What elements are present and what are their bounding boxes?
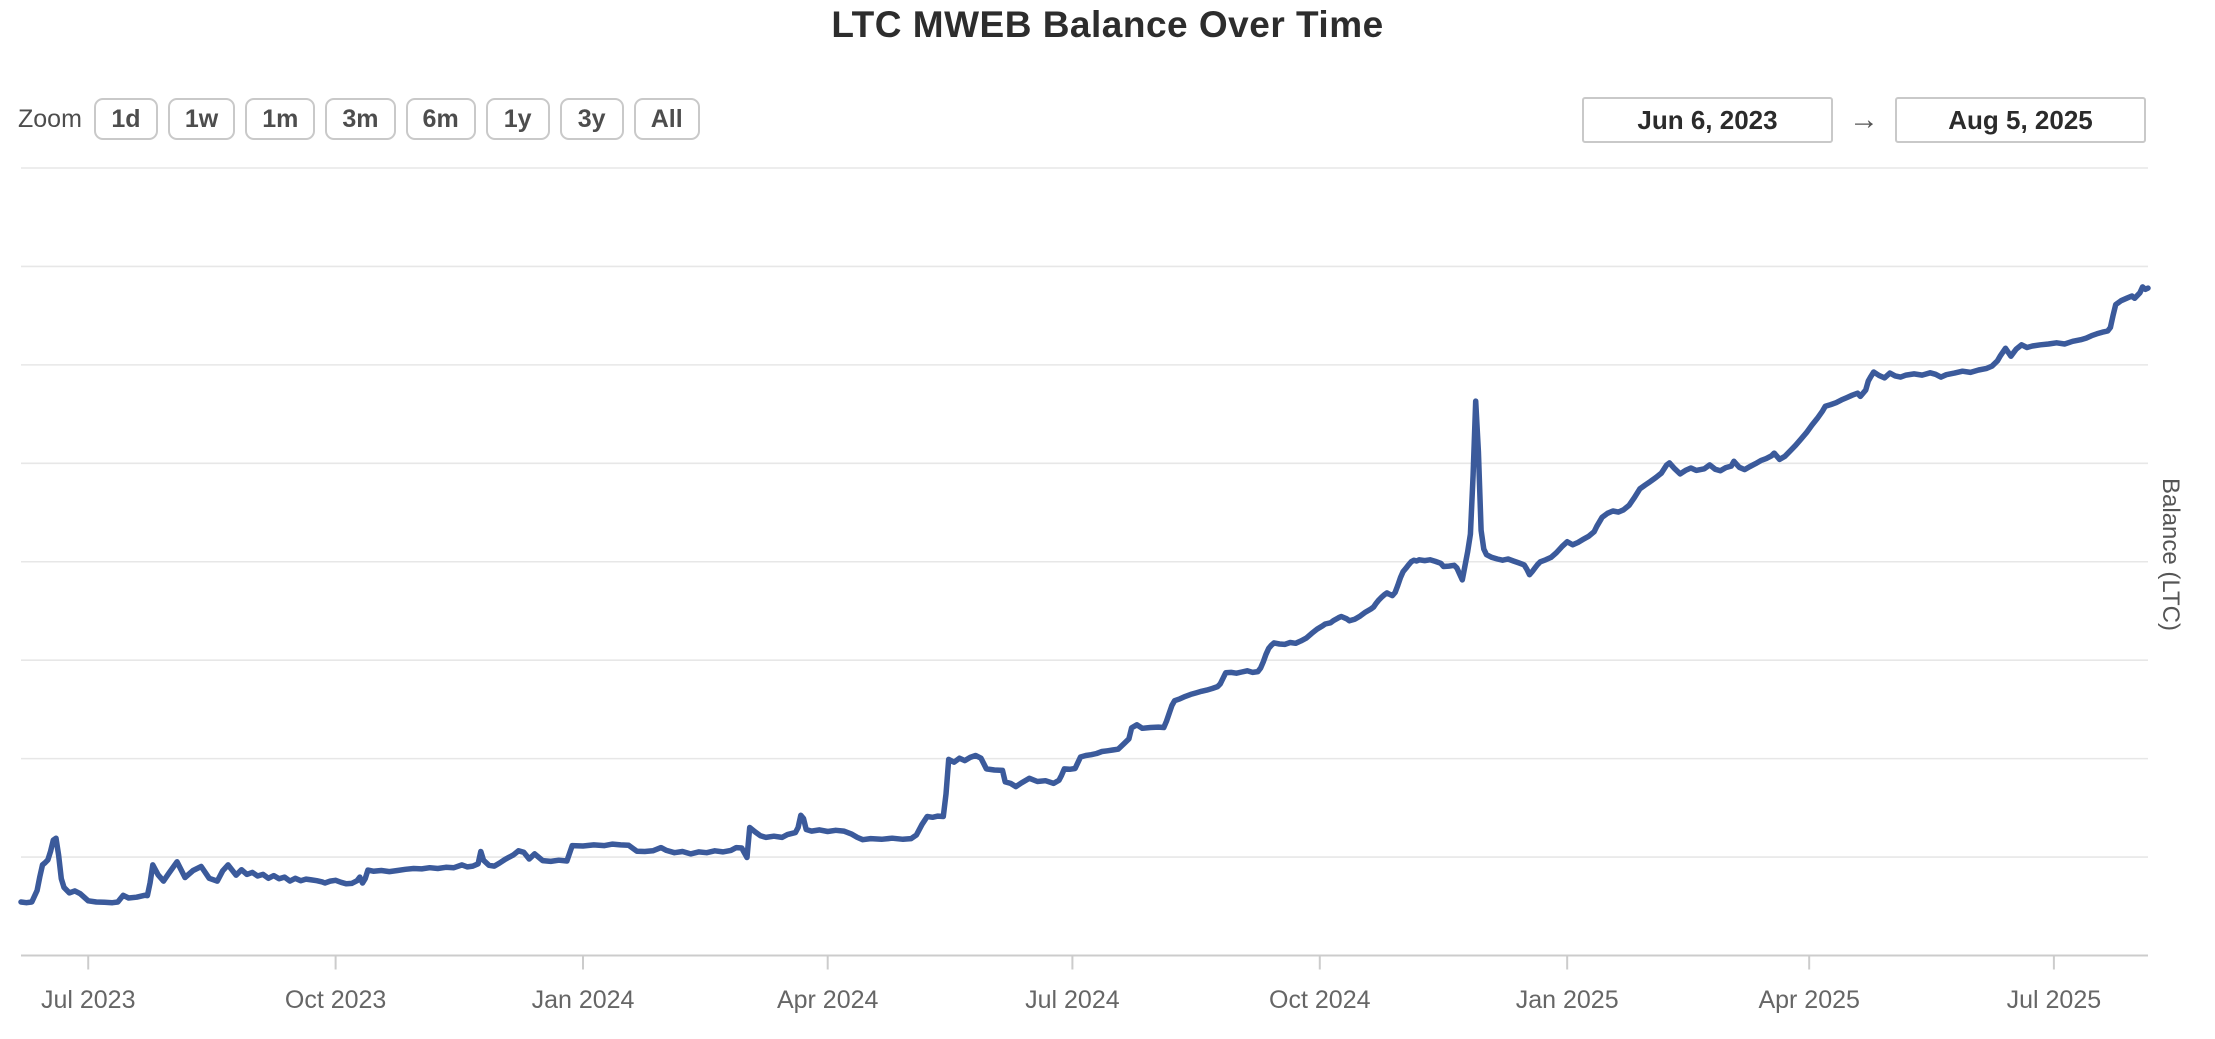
- x-axis-label: Jan 2024: [531, 986, 635, 1014]
- zoom-button-3y[interactable]: 3y: [559, 98, 624, 140]
- zoom-toolbar: Zoom 1d 1w 1m 3m 6m 1y 3y All: [18, 98, 710, 140]
- x-axis-label: Jan 2025: [1515, 986, 1619, 1014]
- x-axis-label: Apr 2024: [776, 986, 879, 1014]
- x-axis-label: Jul 2025: [2006, 986, 2102, 1014]
- x-axis-label: Apr 2025: [1758, 986, 1860, 1014]
- zoom-label: Zoom: [18, 104, 82, 133]
- x-axis-label: Jul 2024: [1025, 986, 1120, 1014]
- y-axis-title: Balance (LTC): [2157, 478, 2184, 631]
- x-axis-label: Jul 2023: [40, 986, 136, 1014]
- date-from-input[interactable]: Jun 6, 2023: [1582, 97, 1833, 143]
- arrow-right-icon: →: [1849, 103, 1879, 136]
- zoom-button-6m[interactable]: 6m: [405, 98, 476, 140]
- x-axis-label: Oct 2023: [284, 986, 387, 1014]
- x-axis-label: Oct 2024: [1269, 986, 1371, 1014]
- zoom-button-1w[interactable]: 1w: [167, 98, 236, 140]
- zoom-button-1m[interactable]: 1m: [245, 98, 316, 140]
- date-range: Jun 6, 2023 → Aug 5, 2025: [1582, 97, 2146, 143]
- page-title: LTC MWEB Balance Over Time: [831, 4, 1384, 45]
- zoom-button-3m[interactable]: 3m: [325, 98, 396, 140]
- zoom-button-all[interactable]: All: [633, 98, 700, 140]
- zoom-button-1d[interactable]: 1d: [93, 98, 158, 140]
- date-to-input[interactable]: Aug 5, 2025: [1895, 97, 2146, 143]
- balance-line-series: [18, 284, 2151, 906]
- zoom-button-1y[interactable]: 1y: [485, 98, 550, 140]
